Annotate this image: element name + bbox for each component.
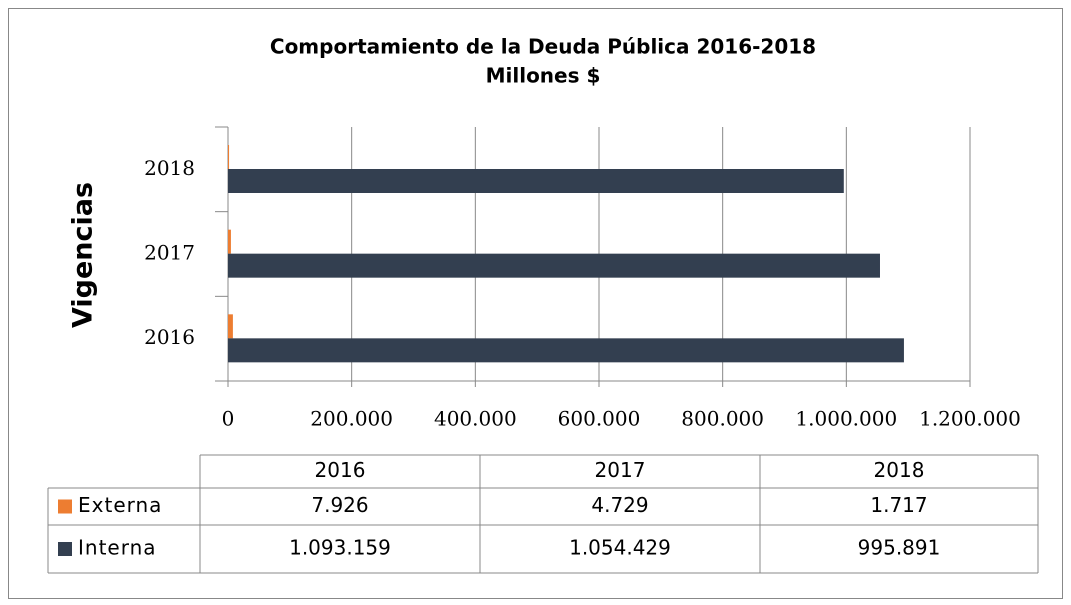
x-tick-label: 0 <box>222 407 235 431</box>
y-tick-label: 2017 <box>144 241 195 265</box>
y-tick-label: 2016 <box>144 325 195 349</box>
table-header: 2018 <box>874 458 925 482</box>
x-tick-label: 400.000 <box>434 407 517 431</box>
table-value: 1.717 <box>870 493 927 517</box>
chart-subtitle: Millones $ <box>486 64 601 88</box>
legend-label: Interna <box>78 536 157 560</box>
x-tick-label: 800.000 <box>681 407 764 431</box>
table-header: 2017 <box>595 458 646 482</box>
bar <box>228 229 231 254</box>
table-value: 1.054.429 <box>569 536 671 560</box>
x-tick-label: 1.000.000 <box>795 407 897 431</box>
x-tick-label: 600.000 <box>558 407 641 431</box>
bar <box>228 169 844 193</box>
legend-swatch <box>58 542 72 556</box>
table-value: 1.093.159 <box>289 536 391 560</box>
table-value: 4.729 <box>591 493 648 517</box>
legend-label: Externa <box>78 493 162 517</box>
y-axis-label: Vigencias <box>68 182 99 328</box>
bar <box>228 314 233 339</box>
chart-title: Comportamiento de la Deuda Pública 2016-… <box>270 35 816 59</box>
x-tick-label: 1.200.000 <box>919 407 1021 431</box>
x-tick-label: 200.000 <box>310 407 393 431</box>
legend-swatch <box>58 499 72 514</box>
chart-border <box>8 8 1063 599</box>
bar <box>228 338 904 363</box>
table-value: 7.926 <box>311 493 368 517</box>
bar <box>228 145 230 169</box>
bar <box>228 253 880 278</box>
y-tick-label: 2018 <box>144 156 195 180</box>
table-header: 2016 <box>315 458 366 482</box>
table-value: 995.891 <box>858 536 941 560</box>
